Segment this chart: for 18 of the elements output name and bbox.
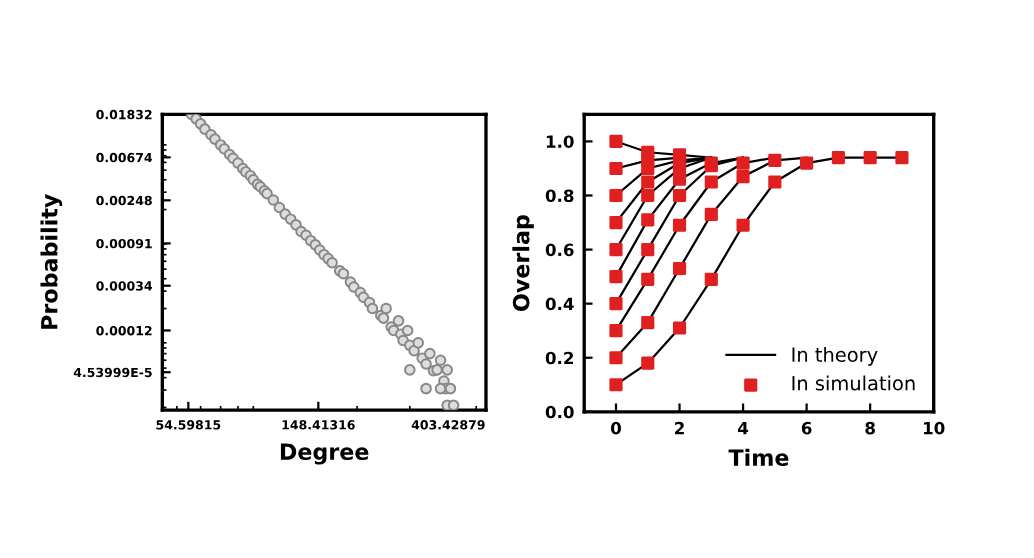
- x-tick-label: 2: [675, 421, 684, 435]
- y-tick-label: 1.0: [546, 135, 574, 148]
- y-tick-label: 0.4: [545, 297, 574, 311]
- x-tick-label: 10: [923, 421, 945, 435]
- y-axis-title: Overlap: [512, 215, 534, 311]
- y-tick-label: 0.2: [545, 351, 574, 365]
- x-tick-label: 8: [865, 421, 875, 435]
- y-tick-label: 0.8: [545, 189, 574, 203]
- y-tick-label: 0.0: [545, 405, 574, 419]
- y-axis-title: Probability: [40, 194, 63, 329]
- x-tick-label: 0: [610, 421, 621, 435]
- legend-label: In simulation: [792, 375, 915, 391]
- x-axis-title: Time: [728, 448, 789, 466]
- y-tick-label: 0.6: [545, 243, 574, 257]
- x-tick-label: 4: [738, 422, 749, 435]
- x-tick-label: 6: [801, 421, 812, 435]
- legend-label: In theory: [792, 346, 878, 366]
- x-axis-title: Degree: [280, 443, 369, 465]
